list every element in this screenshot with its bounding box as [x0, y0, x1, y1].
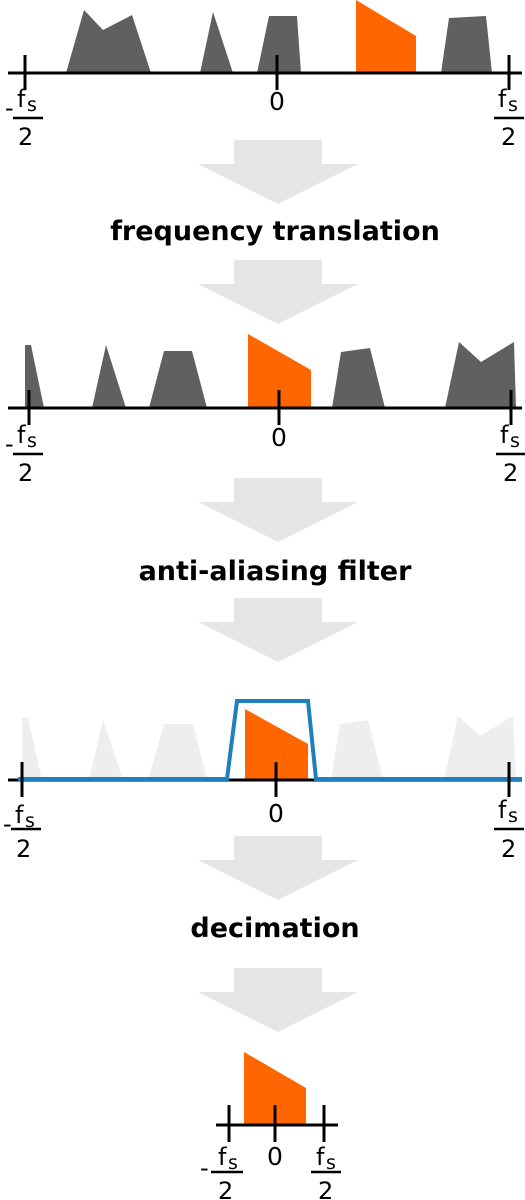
svg-text:s: s [27, 94, 37, 116]
anti-aliasing-filter-response [18, 699, 522, 781]
signal-of-interest [248, 334, 311, 408]
svg-text:f: f [15, 801, 24, 829]
svg-text:2: 2 [318, 1177, 333, 1200]
label-neg-fs-over-2: - f s 2 [5, 85, 43, 151]
spectrum-translated: - f s 2 0 f s 2 [5, 334, 525, 487]
down-arrow [198, 598, 358, 662]
step-label-frequency-translation: frequency translation [110, 216, 440, 247]
svg-text:s: s [27, 430, 37, 452]
label-zero: 0 [271, 423, 287, 452]
label-zero: 0 [267, 1142, 283, 1171]
svg-text:2: 2 [501, 835, 516, 863]
label-zero: 0 [268, 799, 284, 828]
svg-text:f: f [498, 796, 507, 824]
faded-signal [148, 724, 207, 780]
svg-text:s: s [326, 1152, 336, 1174]
signal-peak [445, 342, 516, 408]
svg-text:f: f [500, 421, 509, 449]
signal-peak [332, 348, 385, 408]
down-arrow [198, 478, 358, 542]
label-neg-fs-over-2: - f s 2 [200, 1143, 243, 1200]
svg-text:f: f [17, 85, 26, 113]
signal-peak [92, 345, 126, 408]
spectrum-filtered: - f s 2 0 f s 2 [3, 699, 524, 863]
faded-signal [89, 720, 123, 780]
svg-text:-: - [5, 430, 14, 458]
step-label-anti-aliasing-filter: anti-aliasing filter [139, 556, 413, 587]
svg-text:2: 2 [16, 835, 31, 863]
svg-text:s: s [508, 94, 518, 116]
down-arrow [198, 140, 358, 204]
step-label-decimation: decimation [190, 913, 359, 944]
faded-signal [444, 716, 516, 780]
signal-of-interest [244, 1052, 306, 1125]
faded-signal [331, 720, 383, 780]
down-arrow [198, 260, 358, 324]
svg-text:f: f [218, 1143, 227, 1171]
label-pos-fs-over-2: f s 2 [496, 421, 525, 487]
signal-peak [441, 16, 492, 73]
label-neg-fs-over-2: - f s 2 [5, 421, 43, 487]
svg-text:2: 2 [503, 459, 518, 487]
svg-text:s: s [508, 805, 518, 827]
label-neg-fs-over-2: - f s 2 [3, 801, 41, 863]
signal-peak [200, 12, 233, 73]
spectrum-original: - f s 2 0 f s 2 [5, 0, 524, 151]
down-arrow [198, 836, 358, 900]
svg-text:2: 2 [18, 459, 33, 487]
svg-text:f: f [17, 421, 26, 449]
svg-text:s: s [228, 1152, 238, 1174]
signal-of-interest [245, 709, 308, 780]
label-pos-fs-over-2: f s 2 [311, 1143, 341, 1200]
svg-text:s: s [510, 430, 520, 452]
label-zero: 0 [269, 87, 285, 116]
svg-text:2: 2 [218, 1177, 233, 1200]
signal-peak [257, 16, 301, 73]
spectrum-decimated: - f s 2 0 f s 2 [200, 1052, 341, 1200]
signal-peak [149, 351, 207, 408]
svg-text:2: 2 [18, 123, 33, 151]
down-arrow [198, 968, 358, 1032]
signal-peak [66, 10, 151, 73]
label-pos-fs-over-2: f s 2 [494, 85, 524, 151]
signal-of-interest [356, 0, 416, 73]
svg-text:f: f [316, 1143, 325, 1171]
svg-text:s: s [25, 810, 35, 832]
svg-text:-: - [5, 94, 14, 122]
faded-signal [22, 718, 42, 780]
svg-text:f: f [498, 85, 507, 113]
svg-text:2: 2 [501, 123, 516, 151]
label-pos-fs-over-2: f s 2 [494, 796, 524, 863]
svg-text:-: - [200, 1154, 209, 1182]
svg-text:-: - [3, 810, 12, 838]
